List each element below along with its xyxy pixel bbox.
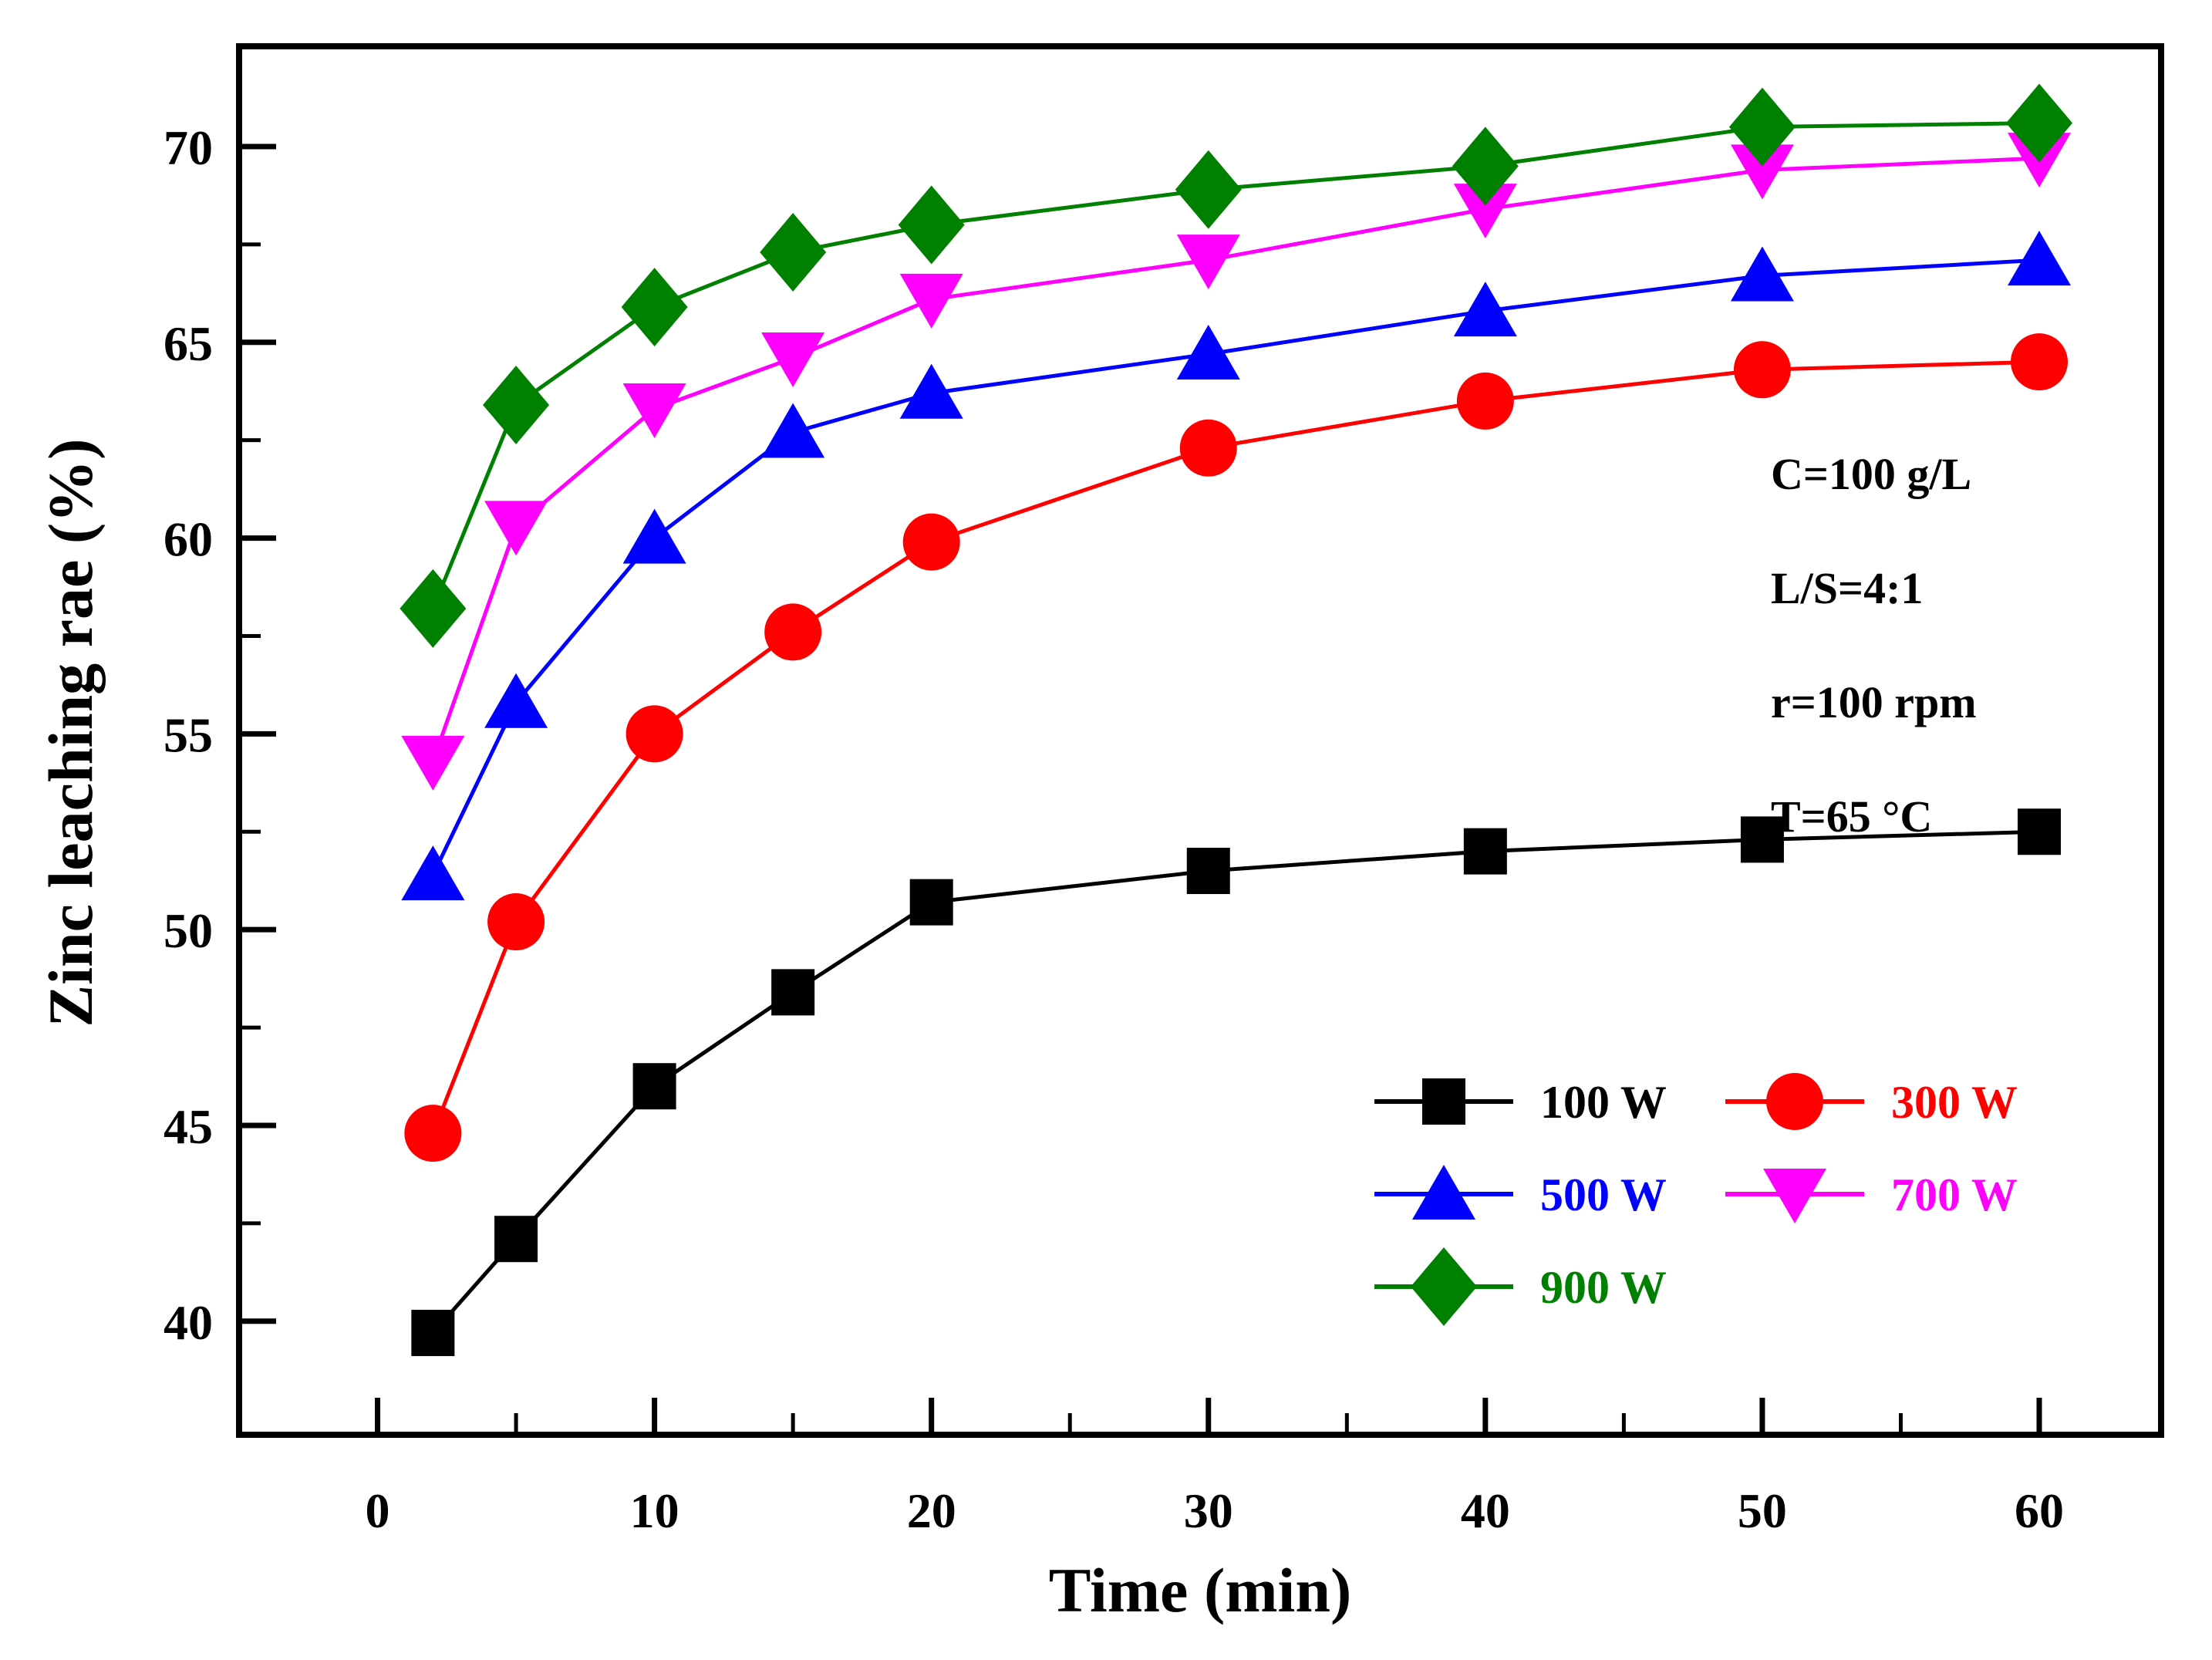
diamond-marker-icon	[400, 569, 467, 648]
annotation-line-stir-speed: r=100 rpm	[1771, 677, 1977, 727]
legend-item-300-W: 300 W	[1725, 1073, 2018, 1130]
triangle-up-marker-icon	[1453, 282, 1517, 337]
triangle-up-marker-icon	[1730, 246, 1794, 302]
diamond-marker-icon	[1175, 150, 1242, 229]
square-marker-icon	[1463, 828, 1507, 875]
y-tick-label: 70	[164, 120, 213, 175]
triangle-down-marker-icon	[899, 273, 963, 329]
y-tick-label: 55	[164, 707, 213, 762]
circle-marker-icon	[404, 1105, 462, 1162]
circle-marker-icon	[487, 893, 545, 951]
y-tick-label: 50	[164, 903, 213, 958]
x-tick-label: 60	[2015, 1483, 2064, 1538]
y-tick-label: 45	[164, 1099, 213, 1154]
circle-marker-icon	[764, 603, 822, 661]
series-100-W	[411, 808, 2062, 1357]
triangle-down-marker-icon	[1176, 234, 1240, 290]
square-marker-icon	[494, 1216, 538, 1263]
diamond-marker-icon	[2006, 83, 2073, 163]
square-marker-icon	[1740, 816, 1784, 863]
x-tick-label: 20	[907, 1483, 956, 1538]
series-300-W	[404, 333, 2069, 1162]
circle-marker-icon	[902, 513, 960, 571]
circle-marker-icon	[1733, 341, 1791, 399]
circle-marker-icon	[1766, 1073, 1823, 1130]
triangle-down-marker-icon	[622, 383, 686, 439]
y-axis-title: Zinc leaching rae (%)	[35, 438, 106, 1027]
diamond-marker-icon	[483, 365, 550, 444]
circle-marker-icon	[2011, 333, 2069, 391]
annotation-block: C=100 g/L L/S=4:1 r=100 rpm T=65 °C	[1771, 417, 1977, 874]
series-900-W	[400, 83, 2073, 648]
triangle-up-marker-icon	[1412, 1165, 1475, 1220]
triangle-down-marker-icon	[1453, 184, 1517, 239]
legend-item-700-W: 700 W	[1725, 1169, 2018, 1223]
x-axis-title: Time (min)	[1048, 1555, 1352, 1625]
triangle-down-marker-icon	[401, 735, 465, 791]
x-tick-label: 10	[630, 1483, 679, 1538]
y-tick-label: 40	[164, 1295, 213, 1350]
circle-marker-icon	[625, 705, 683, 763]
triangle-up-marker-icon	[899, 363, 963, 419]
legend-item-900-W: 900 W	[1374, 1247, 1667, 1326]
legend-item-100-W: 100 W	[1374, 1077, 1667, 1128]
square-marker-icon	[1186, 848, 1230, 895]
square-marker-icon	[632, 1063, 676, 1110]
diamond-marker-icon	[1452, 127, 1519, 206]
triangle-up-marker-icon	[484, 673, 548, 728]
triangle-down-marker-icon	[761, 332, 825, 388]
x-tick-label: 30	[1184, 1483, 1233, 1538]
x-tick-label: 0	[366, 1483, 390, 1538]
triangle-up-marker-icon	[761, 403, 825, 458]
annotation-line-concentration: C=100 g/L	[1771, 449, 1972, 499]
legend-label: 700 W	[1891, 1169, 2018, 1220]
annotation-line-liquid-solid-ratio: L/S=4:1	[1771, 563, 1924, 613]
legend-label: 300 W	[1891, 1077, 2018, 1128]
annotation-line-temperature: T=65 °C	[1771, 791, 1933, 842]
legend-item-500-W: 500 W	[1374, 1165, 1667, 1220]
plot-frame	[236, 43, 2164, 1438]
circle-marker-icon	[1179, 419, 1237, 477]
square-marker-icon	[411, 1310, 455, 1357]
diamond-marker-icon	[760, 213, 827, 292]
legend: 100 W 300 W 500 W 700 W 900 W	[1374, 1073, 2018, 1326]
diamond-marker-icon	[898, 185, 965, 265]
triangle-up-marker-icon	[2008, 231, 2072, 286]
triangle-up-marker-icon	[1176, 324, 1240, 380]
diamond-marker-icon	[1411, 1247, 1477, 1326]
diamond-marker-icon	[1728, 87, 1796, 167]
circle-marker-icon	[1456, 372, 1514, 430]
axes: 40 45 50 55 60 65 70 0 10 20 30 40 50 60	[164, 120, 2064, 1538]
square-marker-icon	[771, 969, 815, 1016]
square-marker-icon	[909, 879, 953, 926]
x-tick-label: 40	[1461, 1483, 1510, 1538]
square-marker-icon	[1422, 1078, 1465, 1125]
triangle-up-marker-icon	[401, 845, 465, 901]
triangle-down-marker-icon	[1730, 144, 1794, 200]
legend-label: 900 W	[1540, 1262, 1667, 1313]
square-marker-icon	[2018, 808, 2062, 855]
series-500-W	[401, 231, 2072, 901]
y-tick-label: 65	[164, 316, 213, 371]
triangle-down-marker-icon	[484, 501, 548, 556]
legend-label: 100 W	[1540, 1077, 1667, 1128]
triangle-up-marker-icon	[622, 508, 686, 564]
legend-label: 500 W	[1540, 1169, 1667, 1220]
x-tick-label: 50	[1738, 1483, 1787, 1538]
diamond-marker-icon	[621, 268, 688, 347]
triangle-down-marker-icon	[1763, 1169, 1826, 1223]
y-tick-label: 60	[164, 512, 213, 567]
